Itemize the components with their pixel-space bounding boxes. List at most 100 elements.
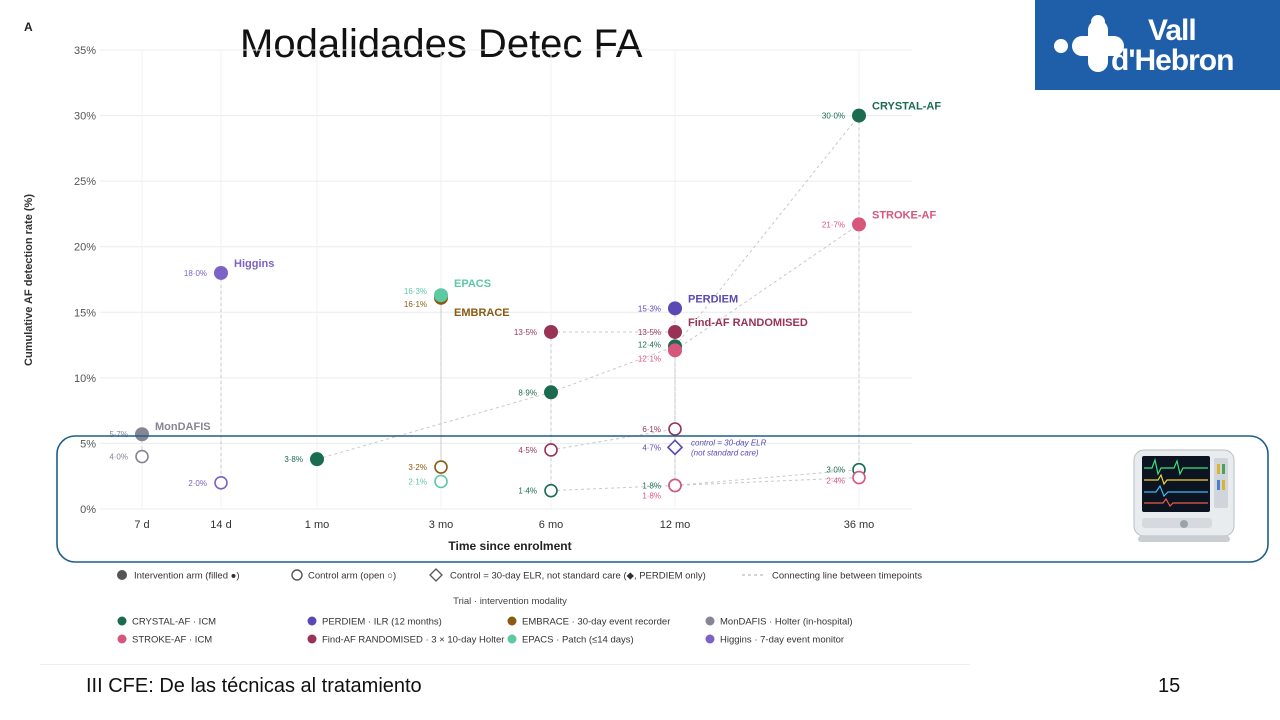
y-tick-label: 30% [74,111,96,123]
legend-trial-text: STROKE-AF · ICM [132,635,212,646]
x-axis-label: Time since enrolment [448,539,571,553]
highlight-box [56,435,1269,563]
intervention-point [668,343,682,358]
value-label: 4·7% [642,443,661,452]
trial-name-label: PERDIEM [688,293,738,305]
x-tick-label: 14 d [210,519,231,531]
vall-dhebron-logo: Vall d'Hebron [1035,0,1280,90]
logo-line-2: d'Hebron [1111,44,1234,77]
intervention-point [852,217,866,232]
value-label: 2·4% [826,477,845,486]
legend-trial-text: MonDAFIS · Holter (in-hospital) [720,617,853,628]
value-label: 6·1% [642,425,661,434]
legend-trial-text: PERDIEM · ILR (12 months) [322,617,442,628]
trial-name-label: EPACS [454,278,491,290]
legend-diamond-marker [429,568,443,582]
elr-note-line-2: (not standard care) [691,448,759,457]
y-tick-label: 25% [74,176,96,188]
intervention-point [668,324,682,339]
x-tick-label: 1 mo [305,519,329,531]
elr-note-line-1: control = 30-day ELR [691,438,767,447]
y-tick-label: 20% [74,242,96,254]
control-point [135,449,149,464]
connector-line [550,345,676,393]
y-tick-label: 10% [74,373,96,385]
legend-marker-text: Control = 30-day ELR, not standard care … [450,571,706,582]
connector-line [674,224,860,351]
connector-line [316,391,552,460]
patient-monitor-icon [1133,449,1235,542]
value-label: 12·1% [638,354,661,363]
control-point [434,474,448,489]
y-tick-label: 5% [80,438,96,450]
legend-marker-text: Intervention arm (filled ●) [134,571,240,582]
intervention-point [434,288,448,303]
data-points [135,108,866,498]
intervention-point [544,324,558,339]
intervention-point [668,301,682,316]
y-tick-label: 0% [80,504,96,516]
value-label: 30·0% [822,112,845,121]
page-number: 15 [1158,675,1181,697]
legend: Intervention arm (filled ●) Control arm (… [117,568,922,646]
legend-filled-marker [117,570,127,580]
hospital-cross-icon [1054,15,1124,72]
value-label: 8·9% [518,388,537,397]
value-label: 2·0% [188,479,207,488]
connector-line [550,428,676,451]
legend-trial-swatch [705,634,715,644]
connector-line [674,469,860,486]
control-point [668,422,682,436]
control-point [544,443,558,457]
value-label: 1·8% [642,481,661,490]
control-point [544,483,558,498]
y-axis-label: Cumulative AF detection rate (%) [23,194,35,366]
control-point [434,460,448,474]
value-label: 16·1% [404,300,427,309]
trial-name-label: CRYSTAL-AF [872,101,941,113]
legend-trial-swatch [117,634,127,644]
grid-layer: 0% 5% 10% 15% 20% 25% 30% 35% 7 d 14 d 1 mo 3 mo 6 m… [74,45,912,531]
legend-trial-text: Higgins · 7-day event monitor [720,635,844,646]
legend-trial-swatch [705,616,715,626]
value-label: 1·8% [642,491,661,500]
intervention-point [310,452,324,467]
x-tick-label: 7 d [134,519,149,531]
trial-name-label: STROKE-AF [872,209,936,221]
intervention-point [135,427,149,442]
footer-divider [40,664,970,665]
legend-trial-swatch [117,616,127,626]
x-tick-label: 12 mo [660,519,691,531]
value-label: 3·2% [408,463,427,472]
value-label: 13·5% [514,328,537,337]
control-point [214,475,228,490]
legend-trial-text: Find-AF RANDOMISED · 3 × 10-day Holter [322,635,504,646]
trial-name-label: MonDAFIS [155,421,211,433]
connector-line [674,477,860,486]
footer-text: III CFE: De las técnicas al tratamiento [86,675,422,697]
legend-trial-text: CRYSTAL-AF · ICM [132,617,216,628]
value-label: 2·1% [408,477,427,486]
value-label: 4·5% [518,446,537,455]
legend-trial-swatch [507,634,517,644]
intervention-point [214,265,228,280]
panel-label: A [24,20,33,34]
value-label: 3·0% [826,466,845,475]
connector-lines [141,115,860,492]
y-tick-label: 35% [74,45,96,57]
legend-trial-swatch [507,616,517,626]
legend-open-marker [291,569,303,581]
legend-title: Trial · intervention modality [453,596,567,607]
value-label: 13·5% [638,328,661,337]
intervention-point [544,385,558,400]
intervention-point [852,108,866,123]
value-label: 15·3% [638,304,661,313]
value-label: 1·4% [518,487,537,496]
control-point [852,470,866,485]
y-tick-label: 15% [74,307,96,319]
legend-trial-swatch [307,634,317,644]
x-tick-label: 6 mo [539,519,563,531]
x-tick-label: 3 mo [429,519,453,531]
value-label: 4·0% [109,453,128,462]
